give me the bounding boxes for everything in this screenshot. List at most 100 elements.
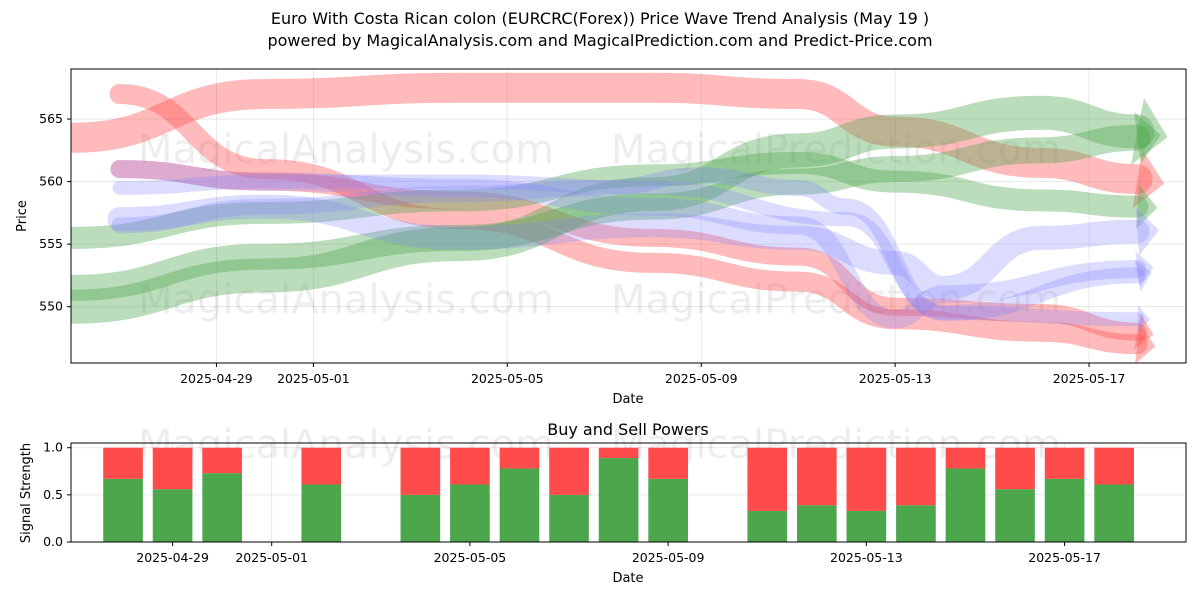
buy-bar (1044, 478, 1085, 542)
buy-bar (1094, 484, 1134, 542)
buy-bar (450, 484, 490, 542)
sell-bar (896, 447, 936, 506)
signal-y-tick-label: 0.0 (43, 534, 63, 549)
price-wave-blue-9 (107, 194, 1150, 300)
price-wave-arrow-10 (1137, 305, 1151, 334)
signal-x-tick-label: 2025-05-05 (434, 550, 507, 565)
signal-axes-frame (70, 442, 1187, 543)
watermark-2: MagicalPrediction.com (611, 127, 1061, 173)
buy-bar (202, 473, 242, 542)
buy-bar (945, 468, 986, 542)
signal-x-ticks: 2025-04-29 2025-05-01 2025-05-05 2025-05-09… (136, 542, 1101, 565)
price-wave-arrow-2 (1135, 324, 1156, 363)
sell-bar (499, 447, 540, 469)
price-wave-blue-10 (112, 174, 1145, 327)
signal-x-tick-label: 2025-05-13 (830, 550, 903, 565)
price-y-tick-label: 550 (39, 299, 63, 314)
price-wave-blue-7 (111, 167, 1146, 321)
signal-x-axis-label: Date (612, 571, 643, 586)
price-grid (71, 69, 1186, 363)
sell-bar (202, 447, 242, 474)
signal-x-tick-label: 2025-04-29 (136, 550, 209, 565)
watermark-5: MagicalAnalysis.com (138, 422, 554, 468)
buy-bar (301, 484, 342, 542)
sell-bar (103, 447, 143, 479)
sell-bar (747, 447, 788, 511)
price-x-tick-label: 2025-05-13 (859, 371, 932, 386)
buy-bar (103, 478, 143, 542)
signal-y-axis-label: Signal Strength (19, 443, 34, 543)
sell-bar (301, 447, 342, 485)
chart-title-block: Euro With Costa Rican colon (EURCRC(Fore… (0, 8, 1200, 52)
price-panel: MagicalAnalysis.com MagicalPrediction.co… (15, 68, 1187, 407)
signal-x-tick-label: 2025-05-09 (632, 550, 705, 565)
sell-bar (450, 447, 490, 485)
buy-bar (796, 505, 837, 542)
price-x-tick-label: 2025-05-05 (471, 371, 544, 386)
buy-bar (846, 510, 887, 542)
watermark-4: MagicalPrediction.com (611, 277, 1061, 323)
signal-x-tick-label: 2025-05-01 (235, 550, 308, 565)
signal-y-ticks: 0.0 0.5 1.0 (43, 440, 71, 549)
sell-bar (598, 447, 639, 459)
price-x-tick-label: 2025-05-09 (665, 371, 738, 386)
price-x-axis-label: Date (612, 392, 643, 407)
buy-bar (896, 505, 936, 542)
price-wave-green-4 (71, 124, 1151, 301)
price-wave-red-1 (71, 72, 1153, 195)
sell-bar (945, 447, 986, 469)
price-wave-arrow-5 (1131, 98, 1168, 165)
signal-y-tick-label: 1.0 (43, 440, 63, 455)
buy-bar (152, 489, 193, 542)
price-y-ticks: 550 555 560 565 (39, 111, 71, 314)
signal-bars (103, 447, 1134, 542)
buy-bar (747, 510, 788, 542)
price-wave-blue-8 (110, 160, 1147, 329)
signal-panel: Buy and Sell Powers MagicalAnalysis.com … (19, 420, 1187, 586)
buy-bar (499, 468, 540, 542)
price-y-tick-label: 565 (39, 111, 63, 126)
buy-bar (995, 489, 1035, 542)
buy-bar (549, 494, 589, 542)
price-x-tick-label: 2025-05-17 (1053, 371, 1126, 386)
buy-bar (648, 478, 688, 542)
price-y-tick-label: 555 (39, 236, 63, 251)
price-wave-arrow-7 (1134, 259, 1152, 292)
sell-bar (796, 447, 837, 506)
price-wave-arrow-3 (1134, 314, 1154, 350)
sell-bar (648, 447, 688, 479)
price-axes-frame (70, 68, 1187, 364)
price-wave-green-6 (71, 151, 1149, 249)
sell-bar (549, 447, 589, 495)
sell-bar (995, 447, 1035, 490)
watermark-1: MagicalAnalysis.com (138, 127, 554, 173)
price-wave-arrow-9 (1135, 207, 1160, 256)
price-wave-red-2 (109, 84, 1148, 355)
price-x-ticks: 2025-04-29 2025-05-01 2025-05-05 2025-05-09… (180, 363, 1125, 386)
price-wave-arrow-8 (1135, 251, 1154, 288)
buy-bar (598, 458, 639, 542)
price-wave-arrow-6 (1136, 184, 1158, 229)
chart-title: Euro With Costa Rican colon (EURCRC(Fore… (270, 9, 930, 28)
price-watermarks: MagicalAnalysis.com MagicalPrediction.co… (138, 127, 1061, 323)
price-wave-red-3 (110, 160, 1147, 341)
sell-bar (152, 447, 193, 490)
signal-y-tick-label: 0.5 (43, 487, 63, 502)
signal-panel-title: Buy and Sell Powers (547, 420, 709, 439)
price-x-tick-label: 2025-04-29 (180, 371, 253, 386)
price-wave-arrow-4 (1134, 112, 1161, 164)
sell-bar (1044, 447, 1085, 479)
sell-bar (400, 447, 441, 495)
chart-subtitle: powered by MagicalAnalysis.com and Magic… (267, 31, 933, 50)
buy-bar (400, 494, 441, 542)
watermark-3: MagicalAnalysis.com (138, 277, 554, 323)
price-wave-arrow-1 (1132, 149, 1165, 209)
sell-bar (846, 447, 887, 511)
price-y-axis-label: Price (15, 200, 30, 232)
signal-x-tick-label: 2025-05-17 (1028, 550, 1101, 565)
sell-bar (1094, 447, 1134, 485)
price-series (71, 72, 1168, 363)
price-wave-green-5 (71, 95, 1155, 324)
price-x-tick-label: 2025-05-01 (277, 371, 350, 386)
